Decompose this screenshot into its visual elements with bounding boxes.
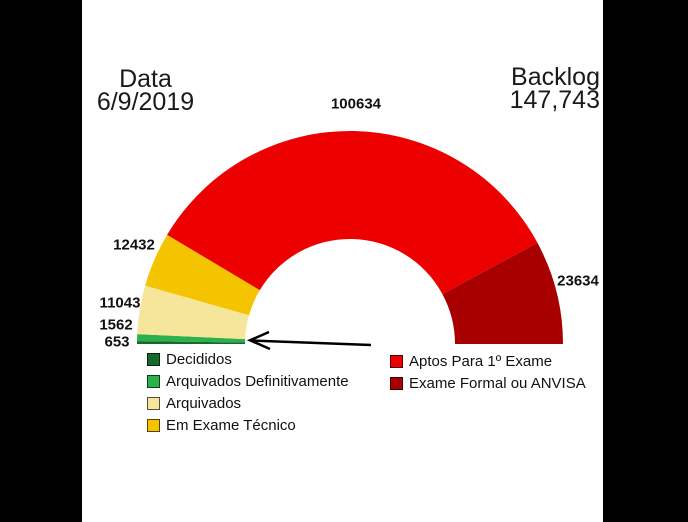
- legend-swatch-gold: [147, 418, 160, 432]
- segment-value-label: 12432: [113, 236, 155, 254]
- legend-item-aptos-para-1-exame: Aptos Para 1º Exame: [390, 350, 586, 372]
- donut-segment-arquivados-definitivamente: [137, 334, 246, 343]
- legend-item-em-exame-tecnico: Em Exame Técnico: [147, 414, 349, 436]
- donut-segments: [137, 130, 563, 344]
- segment-value-label: 23634: [557, 272, 599, 290]
- legend-label: Aptos Para 1º Exame: [409, 352, 553, 370]
- legend-right-column: Aptos Para 1º Exame Exame Formal ou ANVI…: [390, 350, 586, 394]
- legend-swatch-light-yellow: [147, 396, 160, 410]
- legend-label: Em Exame Técnico: [166, 416, 296, 434]
- legend-item-exame-formal-ou-anvisa: Exame Formal ou ANVISA: [390, 372, 586, 394]
- letterbox-bar-right: [603, 0, 688, 522]
- backlog-header: Backlog 147,743: [509, 63, 600, 114]
- segment-value-label: 100634: [330, 95, 382, 113]
- backlog-label: Backlog: [511, 63, 600, 91]
- arrow-annotation: [246, 330, 372, 351]
- letterbox-bar-left: [0, 0, 82, 522]
- donut-segment-exame-formal-ou-anvisa: [442, 242, 563, 344]
- legend-item-decididos: Decididos: [147, 348, 349, 370]
- legend-swatch-dark-red: [390, 376, 403, 390]
- legend-swatch-red: [390, 354, 403, 368]
- donut-segment-em-exame-tecnico: [145, 234, 260, 316]
- legend-label: Exame Formal ou ANVISA: [409, 374, 586, 392]
- date-value: 6/9/2019: [96, 88, 195, 116]
- legend-swatch-dark-green: [147, 352, 160, 366]
- segment-value-label: 11043: [99, 294, 141, 312]
- segment-value-label: 1562: [99, 316, 133, 334]
- date-header: Data 6/9/2019: [88, 65, 203, 116]
- legend-label: Arquivados: [166, 394, 242, 412]
- legend-label: Decididos: [166, 350, 232, 368]
- donut-segment-aptos-para-1-exame: [167, 130, 538, 295]
- legend-item-arquivados: Arquivados: [147, 392, 349, 414]
- legend-item-arquivados-definitivamente: Arquivados Definitivamente: [147, 370, 349, 392]
- segment-value-label: 653: [104, 333, 130, 351]
- legend-swatch-green: [147, 374, 160, 388]
- legend-left-column: Decididos Arquivados Definitivamente Arq…: [147, 348, 349, 436]
- legend-label: Arquivados Definitivamente: [166, 372, 349, 390]
- donut-segment-arquivados: [137, 285, 250, 340]
- donut-segment-decididos: [137, 341, 246, 344]
- backlog-value: 147,743: [509, 86, 600, 114]
- date-label: Data: [119, 65, 172, 93]
